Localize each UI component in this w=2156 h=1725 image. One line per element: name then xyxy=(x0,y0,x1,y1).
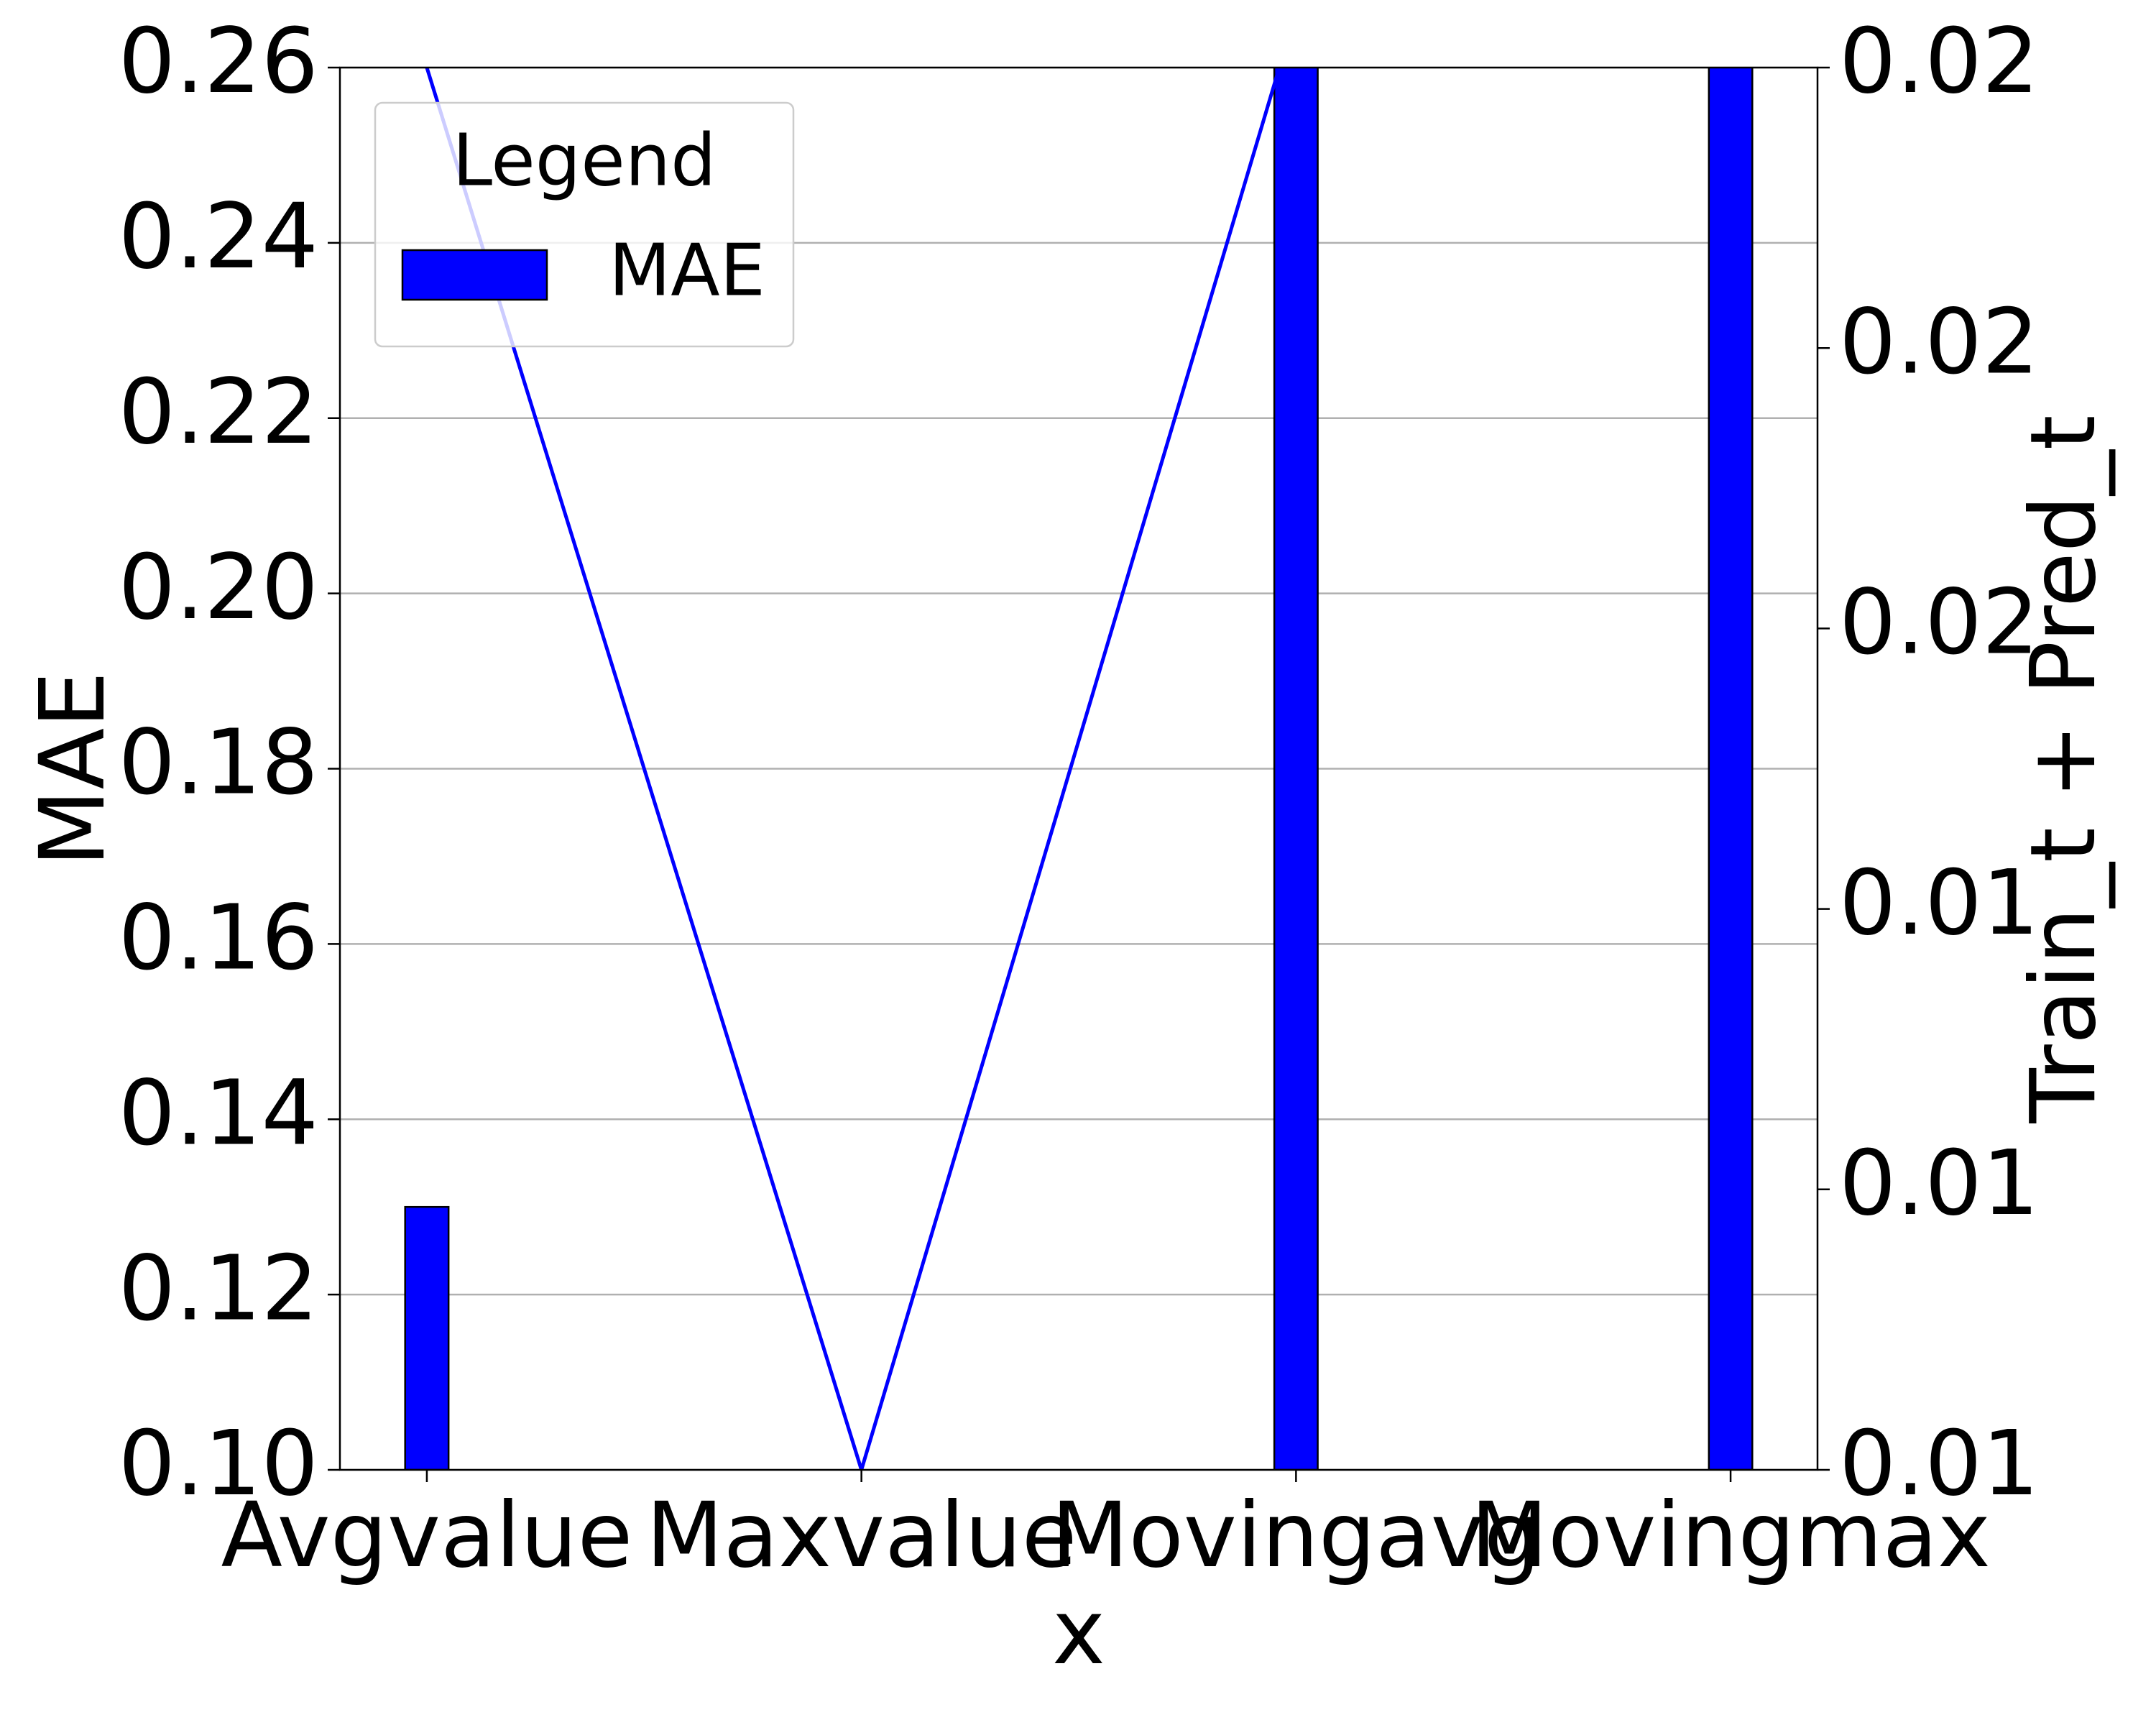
x-tick-label: Maxvalue xyxy=(646,1484,1077,1588)
y2-tick-label: 0.02 xyxy=(1839,290,2039,394)
y2-tick-label: 0.01 xyxy=(1839,1412,2039,1516)
y-tick-label: 0.14 xyxy=(119,1061,318,1165)
bar xyxy=(1273,68,1319,1470)
legend-swatch xyxy=(401,249,548,301)
y-tick-label: 0.24 xyxy=(119,185,318,289)
y-tick-label: 0.12 xyxy=(119,1236,318,1340)
y2-tick-label: 0.01 xyxy=(1839,851,2039,955)
y-tick-label: 0.18 xyxy=(119,711,318,815)
x-tick-label: Movingmax xyxy=(1470,1484,1991,1588)
y-tick-label: 0.22 xyxy=(119,360,318,464)
y-tick-label: 0.20 xyxy=(119,535,318,640)
y2-tick-label: 0.02 xyxy=(1839,9,2039,114)
y2-tick-label: 0.01 xyxy=(1839,1131,2039,1236)
bar xyxy=(404,1205,450,1470)
y2-tick-label: 0.02 xyxy=(1839,571,2039,675)
plot-frame xyxy=(338,66,1819,1471)
bar xyxy=(1708,68,1754,1470)
legend-label: MAE xyxy=(609,228,765,312)
y2-axis-label: Train_t + Pred_t xyxy=(2012,415,2116,1123)
y-tick-label: 0.26 xyxy=(119,9,318,114)
x-tick-label: Movingavg xyxy=(1051,1484,1542,1588)
x-tick-label: Avgvalue xyxy=(221,1484,632,1588)
y-tick-label: 0.16 xyxy=(119,886,318,990)
y-tick-label: 0.10 xyxy=(119,1412,318,1516)
y-axis-label: MAE xyxy=(21,671,125,867)
line xyxy=(425,68,1281,1470)
plot-area xyxy=(404,68,1754,1470)
legend-title: Legend xyxy=(452,118,716,202)
x-axis-label: x xyxy=(1052,1581,1105,1685)
